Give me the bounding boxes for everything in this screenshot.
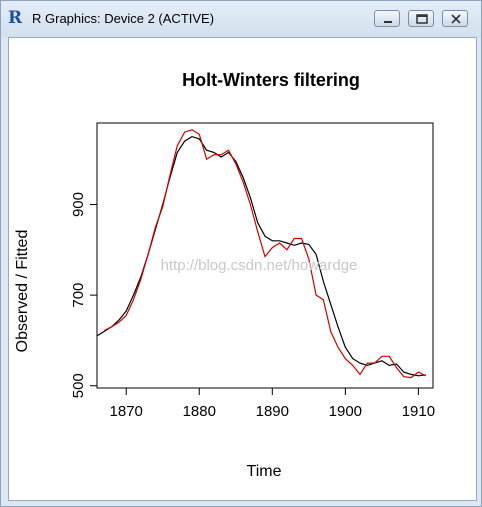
chart-title: Holt-Winters filtering — [182, 70, 360, 90]
fitted-series-line — [104, 129, 426, 379]
y-tick-label-500: 500 — [70, 373, 87, 398]
holt-winters-chart: Holt-Winters filtering Time Observed / F… — [14, 70, 435, 480]
y-tick-label-900: 900 — [70, 192, 87, 217]
r-logo-icon: R — [8, 8, 23, 28]
x-tick-label-1900: 1900 — [329, 403, 362, 420]
close-icon — [451, 14, 461, 24]
x-axis-label: Time — [247, 463, 282, 480]
y-axis-label: Observed / Fitted — [14, 230, 31, 353]
close-button[interactable] — [442, 10, 468, 27]
x-tick-label-1890: 1890 — [256, 403, 289, 420]
title-bar[interactable]: R R Graphics: Device 2 (ACTIVE) — [1, 1, 481, 37]
x-tick-label-1870: 1870 — [110, 403, 143, 420]
window-title: R Graphics: Device 2 (ACTIVE) — [32, 11, 215, 26]
plot-frame — [96, 122, 434, 389]
minimize-button[interactable] — [374, 10, 400, 27]
watermark-text: http://blog.csdn.net/howardge — [161, 257, 358, 274]
x-tick-label-1910: 1910 — [402, 403, 435, 420]
y-tick-label-700: 700 — [70, 283, 87, 308]
x-tick-label-1880: 1880 — [183, 403, 216, 420]
plot-area: Holt-Winters filtering Time Observed / F… — [8, 37, 477, 501]
minimize-icon — [384, 21, 392, 23]
maximize-icon — [416, 14, 428, 24]
maximize-button[interactable] — [408, 10, 434, 27]
